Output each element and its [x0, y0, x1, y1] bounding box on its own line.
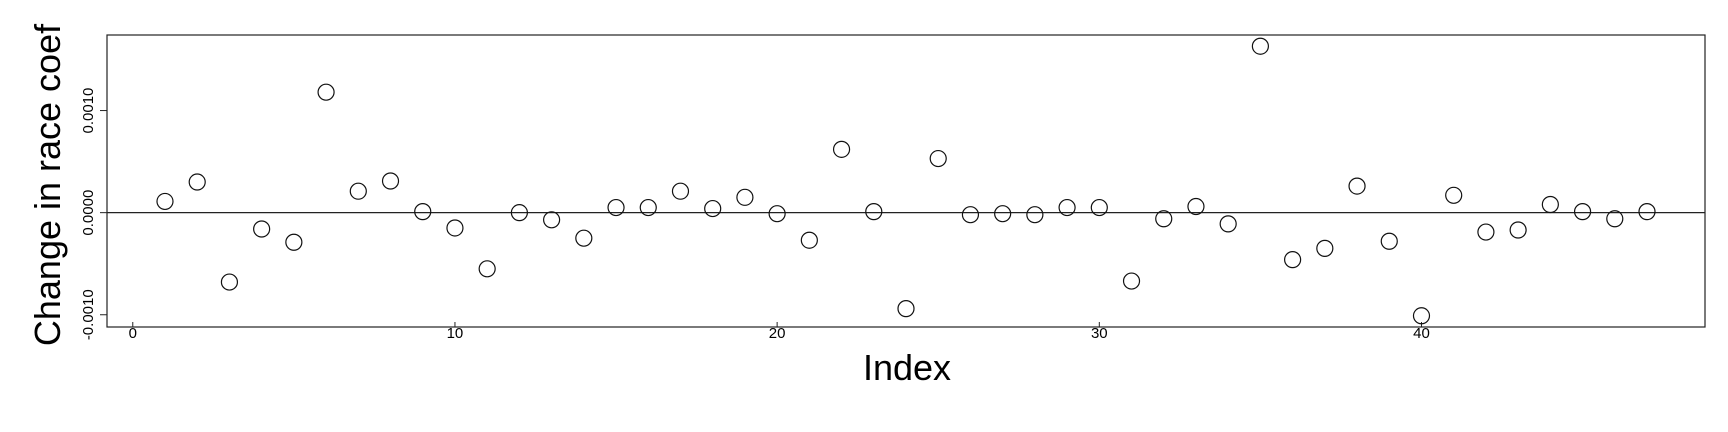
data-point — [1219, 215, 1237, 233]
y-tick-label: 0.0010 — [80, 88, 97, 134]
data-point — [1445, 186, 1463, 204]
data-point — [1316, 239, 1334, 257]
data-point — [639, 198, 657, 217]
data-point — [349, 182, 367, 200]
data-point — [929, 149, 947, 168]
data-point — [1122, 272, 1141, 290]
y-axis: -0.0010 0.0000 0.0010 — [80, 88, 107, 340]
data-point — [768, 205, 786, 223]
data-point — [607, 198, 625, 217]
x-axis-title: Index — [863, 347, 951, 388]
data-points — [156, 37, 1656, 325]
data-point — [832, 140, 851, 158]
data-point — [1058, 198, 1076, 217]
data-point — [285, 233, 303, 251]
data-point — [1155, 210, 1173, 228]
data-point — [510, 204, 528, 222]
data-point — [1284, 251, 1302, 269]
data-point — [188, 173, 206, 191]
data-point — [961, 206, 980, 224]
x-tick-label: 0 — [129, 325, 137, 342]
data-point — [1606, 210, 1624, 228]
data-point — [575, 229, 593, 247]
x-tick-label: 30 — [1091, 325, 1108, 342]
data-point — [543, 211, 561, 229]
data-point — [1541, 195, 1559, 214]
data-point — [156, 192, 174, 211]
data-point — [1090, 198, 1108, 217]
data-point — [1638, 203, 1656, 221]
data-point — [1187, 197, 1205, 216]
data-point — [994, 205, 1012, 223]
plot-frame — [106, 34, 1706, 328]
data-point — [736, 188, 754, 206]
data-point — [865, 203, 883, 221]
y-tick-label: -0.0010 — [80, 289, 97, 340]
data-point — [1573, 203, 1592, 221]
data-point — [1026, 206, 1044, 224]
y-axis-title: Change in race coef — [27, 23, 68, 346]
data-point — [1477, 223, 1495, 241]
data-point — [317, 83, 335, 101]
data-point — [1509, 221, 1527, 239]
data-point — [897, 300, 915, 318]
data-point — [1412, 307, 1431, 325]
x-tick-label: 40 — [1413, 325, 1430, 342]
data-point — [446, 219, 464, 237]
data-point — [253, 220, 271, 238]
x-tick-label: 10 — [447, 325, 464, 342]
data-point — [1251, 37, 1269, 55]
x-tick-label: 20 — [769, 325, 786, 342]
data-point — [1380, 232, 1398, 250]
x-axis: 0 10 20 30 40 — [129, 322, 1430, 342]
data-point — [671, 182, 690, 200]
data-point — [414, 203, 432, 221]
data-point — [381, 172, 400, 190]
y-tick-label: 0.0000 — [80, 190, 97, 236]
data-point — [478, 260, 496, 278]
data-point — [1348, 177, 1366, 195]
data-point — [800, 231, 818, 249]
data-point — [704, 199, 722, 218]
data-point — [220, 273, 239, 291]
